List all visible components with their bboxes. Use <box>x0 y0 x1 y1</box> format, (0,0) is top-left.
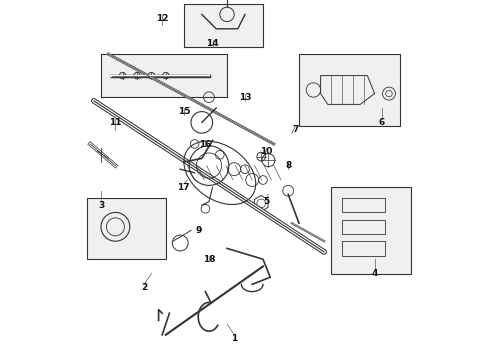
Bar <box>342 241 386 256</box>
Bar <box>342 220 386 234</box>
Text: 14: 14 <box>206 39 219 48</box>
Bar <box>184 4 263 47</box>
Text: 8: 8 <box>285 161 292 170</box>
Text: 5: 5 <box>264 197 270 206</box>
Text: 2: 2 <box>141 284 147 293</box>
Bar <box>342 198 386 212</box>
Text: 13: 13 <box>239 93 251 102</box>
Text: 11: 11 <box>109 118 122 127</box>
Text: 4: 4 <box>371 269 378 278</box>
Bar <box>299 54 400 126</box>
Text: 16: 16 <box>199 140 212 149</box>
Text: 9: 9 <box>195 226 201 235</box>
Bar <box>331 187 411 274</box>
Text: 10: 10 <box>260 147 273 156</box>
Bar <box>101 54 227 97</box>
Text: 12: 12 <box>156 14 169 23</box>
Text: 18: 18 <box>203 255 215 264</box>
Text: 3: 3 <box>98 201 104 210</box>
Text: 6: 6 <box>379 118 385 127</box>
Text: 15: 15 <box>177 107 190 116</box>
Text: 17: 17 <box>177 183 190 192</box>
Text: 7: 7 <box>292 125 298 134</box>
Bar <box>87 198 166 259</box>
Text: 1: 1 <box>231 334 237 343</box>
